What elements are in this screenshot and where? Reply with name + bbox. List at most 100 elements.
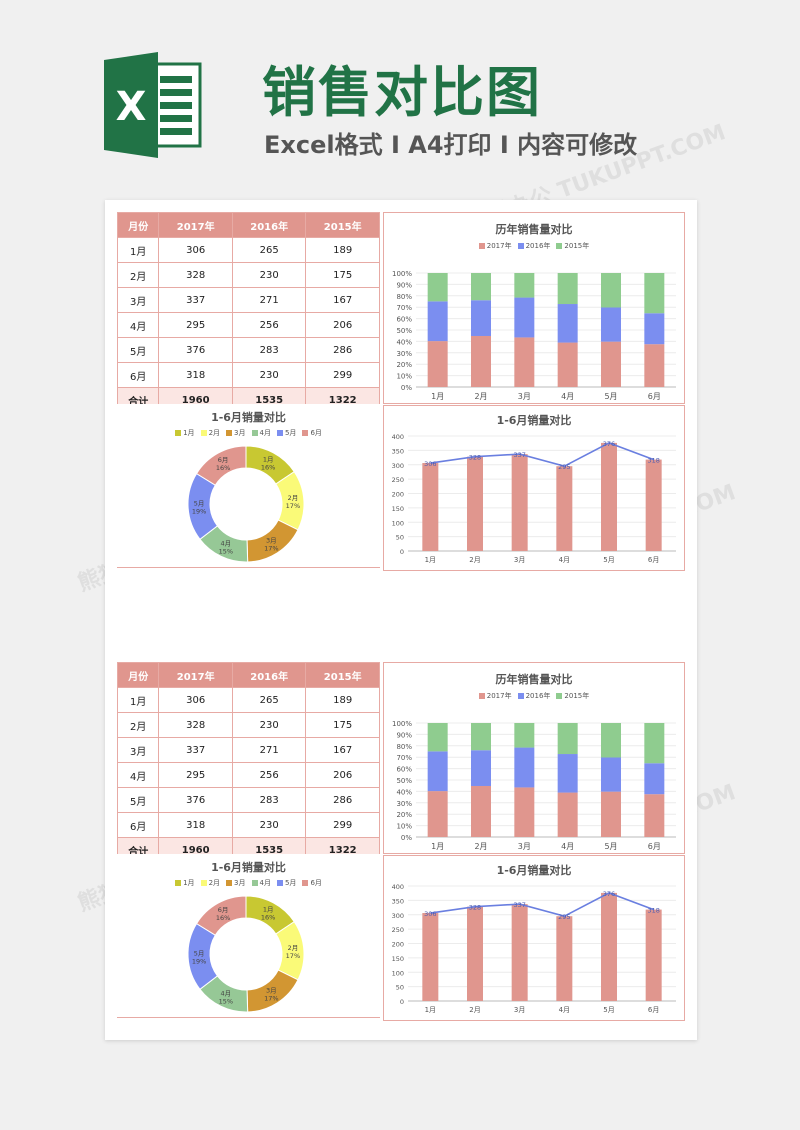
- y-tick-label: 60%: [396, 316, 412, 324]
- y-tick-label: 60%: [396, 766, 412, 774]
- legend-item: 6月: [302, 429, 322, 437]
- stacked-bar-segment: [514, 337, 535, 387]
- table-row: 3月 337 271 167: [116, 737, 380, 763]
- legend-swatch: [478, 243, 485, 249]
- stacked-bar-segment: [601, 757, 621, 792]
- legend-item: 1月: [175, 879, 195, 887]
- table-cell: 2月: [116, 712, 160, 738]
- slice-label: 6月: [218, 456, 229, 464]
- bar: [556, 466, 573, 551]
- table-cell: 328: [158, 262, 233, 288]
- stacked-bar-segment: [471, 750, 491, 786]
- page-subtitle: Excel格式 I A4打印 I 内容可修改: [264, 131, 638, 159]
- x-tick-label: 5月: [603, 1006, 614, 1014]
- table-cell: 1月: [116, 237, 160, 263]
- table-cell: 3月: [116, 287, 160, 313]
- donut-chart-panel: 1-6月销量对比 1月 2月 3月 4月 5月 6月 1月 16% 2月 17% 3月 17% 4月 1…: [117, 404, 380, 568]
- stacked-bar-segment: [557, 792, 578, 837]
- table-cell: 318: [158, 812, 233, 838]
- table-cell: 230: [231, 362, 307, 388]
- legend-swatch: [276, 880, 283, 886]
- x-tick-label: 6月: [648, 392, 661, 401]
- y-tick-label: 400: [392, 433, 404, 441]
- table-cell: 286: [305, 337, 380, 363]
- legend-label: 5月: [284, 879, 297, 887]
- y-tick-label: 300: [392, 912, 404, 920]
- bar: [511, 904, 528, 1001]
- stacked-bar-segment: [557, 723, 578, 755]
- stacked-bar-chart: 0% 10% 20% 30% 40% 50% 60% 70% 80% 90% 100% 1月 2月 3月 4…: [392, 270, 676, 401]
- stacked-chart-title: 历年销售量对比: [495, 223, 573, 236]
- stacked-bar-segment: [427, 723, 448, 752]
- bar-line-chart: 0 50 100 150 200 250 300 350 400 1月 2月 3月 4月 5月 6月 306 3…: [392, 883, 676, 1014]
- x-tick-label: 1月: [425, 556, 436, 564]
- combo-chart-title: 1-6月销量对比: [496, 414, 572, 427]
- y-tick-label: 70%: [396, 304, 412, 312]
- table-cell: 306: [158, 687, 233, 713]
- table-cell: 295: [158, 312, 233, 338]
- table-cell: 175: [305, 262, 380, 288]
- slice-percent: 15%: [219, 997, 233, 1005]
- x-tick-label: 1月: [425, 1006, 436, 1014]
- stacked-bar-segment: [471, 335, 491, 387]
- table-cell: 167: [305, 287, 380, 313]
- x-tick-label: 1月: [431, 842, 444, 851]
- table-cell: 376: [158, 787, 233, 813]
- table-cell: 318: [158, 362, 233, 388]
- legend-item: 4月: [251, 429, 271, 437]
- legend-item: 4月: [251, 879, 271, 887]
- x-tick-label: 5月: [603, 556, 614, 564]
- table-cell: 175: [305, 712, 380, 738]
- x-tick-label: 6月: [648, 1006, 659, 1014]
- slice-percent: 15%: [219, 547, 233, 555]
- x-tick-label: 3月: [518, 842, 531, 851]
- table-cell: 4月: [116, 762, 160, 788]
- legend-label: 1月: [183, 429, 195, 437]
- donut-chart-title: 1-6月销量对比: [211, 411, 286, 424]
- legend-item: 2016年: [517, 242, 550, 250]
- x-tick-label: 6月: [648, 842, 661, 851]
- y-tick-label: 350: [392, 447, 404, 455]
- legend-swatch: [556, 693, 563, 699]
- table-row: 2月 328 230 175: [116, 712, 380, 738]
- table-row: 5月 376 283 286: [116, 787, 380, 813]
- slice-percent: 17%: [264, 995, 278, 1003]
- excel-logo-icon: X: [104, 52, 202, 158]
- legend-swatch: [251, 430, 258, 436]
- slice-percent: 17%: [286, 502, 300, 510]
- data-label: 318: [647, 457, 659, 465]
- table-cell: 5月: [116, 787, 160, 813]
- legend-label: 2015年: [564, 242, 590, 250]
- header: X 销售对比图 Excel格式 I A4打印 I 内容可修改: [0, 0, 800, 190]
- slice-percent: 17%: [264, 545, 278, 553]
- table-cell: 189: [305, 687, 380, 713]
- table-row: 5月 376 283 286: [116, 337, 380, 363]
- donut-chart-panel: 1-6月销量对比 1月 2月 3月 4月 5月 6月 1月 16% 2月 17% 3月 17% 4月 1…: [117, 854, 380, 1018]
- legend-swatch: [175, 430, 182, 436]
- stacked-bar-segment: [514, 747, 535, 788]
- bar: [601, 442, 617, 551]
- table-header-cell: 2016年: [231, 212, 307, 238]
- slice-label: 1月: [263, 456, 274, 464]
- table-header-cell: 2015年: [305, 212, 380, 238]
- y-tick-label: 20%: [396, 361, 412, 369]
- table-row: 2月 328 230 175: [116, 262, 380, 288]
- stacked-bar-segment: [601, 791, 621, 837]
- y-tick-label: 80%: [396, 743, 412, 751]
- legend-item: 3月: [226, 429, 246, 437]
- legend-label: 2015年: [564, 692, 590, 700]
- slice-label: 6月: [218, 906, 229, 914]
- combo-chart-panel: 1-6月销量对比 0 50 100 150 200 250 300 350 400 1月 2月 3月 4…: [383, 855, 685, 1021]
- report-block: 月份 2017年 2016年 2015年 1月 306 265 189 2月 328 230 175…: [116, 212, 685, 584]
- legend-swatch: [302, 430, 309, 436]
- stacked-chart-panel: 历年销售量对比 2017年 2016年 2015年 0% 10% 20% 30% 40% 50…: [383, 662, 685, 854]
- legend-swatch: [200, 880, 207, 886]
- y-tick-label: 40%: [396, 788, 412, 796]
- table-cell: 376: [158, 337, 233, 363]
- y-tick-label: 0%: [401, 384, 412, 392]
- legend-swatch: [517, 693, 524, 699]
- data-label: 376: [603, 440, 615, 448]
- x-tick-label: 3月: [514, 556, 525, 564]
- legend-item: 5月: [276, 879, 297, 887]
- data-label: 328: [469, 454, 481, 462]
